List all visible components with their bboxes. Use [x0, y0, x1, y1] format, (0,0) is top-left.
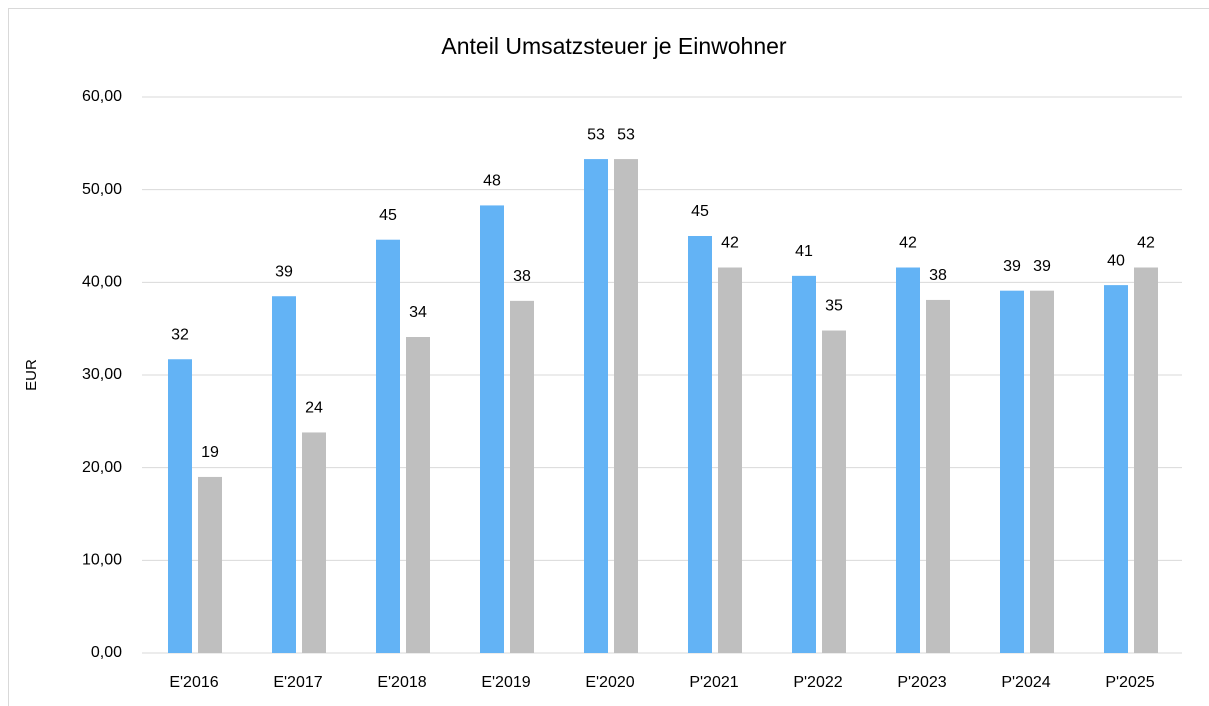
- bar: [792, 275, 816, 653]
- x-tick-label: E'2019: [481, 674, 530, 691]
- bar: [272, 296, 296, 653]
- x-tick-label: E'2016: [169, 674, 218, 691]
- data-label: 40: [1107, 252, 1125, 269]
- bar: [198, 476, 222, 653]
- data-label: 38: [513, 268, 531, 285]
- data-label: 48: [483, 173, 501, 190]
- data-label: 34: [409, 304, 427, 321]
- data-label: 39: [1033, 258, 1051, 275]
- y-tick-label: 0,00: [91, 644, 122, 661]
- data-label: 39: [1003, 258, 1021, 275]
- x-tick-label: P'2021: [689, 674, 738, 691]
- data-label: 39: [275, 263, 293, 280]
- bar: [584, 159, 608, 653]
- y-tick-label: 60,00: [82, 88, 122, 105]
- x-tick-label: P'2023: [897, 674, 946, 691]
- bar: [822, 330, 846, 653]
- data-label: 53: [587, 126, 605, 143]
- y-tick-label: 20,00: [82, 459, 122, 476]
- y-tick-label: 30,00: [82, 366, 122, 383]
- x-tick-label: P'2024: [1001, 674, 1050, 691]
- x-tick-label: E'2017: [273, 674, 322, 691]
- bar: [1000, 290, 1024, 653]
- bar: [406, 337, 430, 653]
- bar: [302, 432, 326, 653]
- bar: [926, 299, 950, 653]
- bar: [1104, 285, 1128, 653]
- bar: [1030, 290, 1054, 653]
- data-label: 42: [721, 235, 739, 252]
- y-tick-label: 40,00: [82, 274, 122, 291]
- bar: [614, 159, 638, 653]
- data-label: 38: [929, 267, 947, 284]
- bar: [376, 239, 400, 653]
- data-label: 19: [201, 444, 219, 461]
- data-label: 24: [305, 400, 323, 417]
- chart-title: Anteil Umsatzsteuer je Einwohner: [441, 33, 786, 59]
- x-tick-label: P'2022: [793, 674, 842, 691]
- bar: [718, 267, 742, 653]
- y-tick-label: 10,00: [82, 552, 122, 569]
- bar: [896, 267, 920, 653]
- data-label: 45: [379, 207, 397, 224]
- bar: [688, 236, 712, 653]
- bar: [168, 359, 192, 653]
- bar: [480, 205, 504, 654]
- data-label: 32: [171, 326, 189, 343]
- y-tick-label: 50,00: [82, 181, 122, 198]
- bar: [510, 300, 534, 653]
- data-label: 41: [795, 243, 813, 260]
- y-axis-label: EUR: [23, 359, 40, 391]
- data-label: 53: [617, 126, 635, 143]
- x-tick-label: E'2020: [585, 674, 634, 691]
- x-tick-label: P'2025: [1105, 674, 1154, 691]
- data-label: 42: [899, 235, 917, 252]
- data-label: 42: [1137, 235, 1155, 252]
- data-label: 35: [825, 298, 843, 315]
- x-tick-label: E'2018: [377, 674, 426, 691]
- data-label: 45: [691, 203, 709, 220]
- chart-frame: [8, 8, 1209, 706]
- bar: [1134, 267, 1158, 653]
